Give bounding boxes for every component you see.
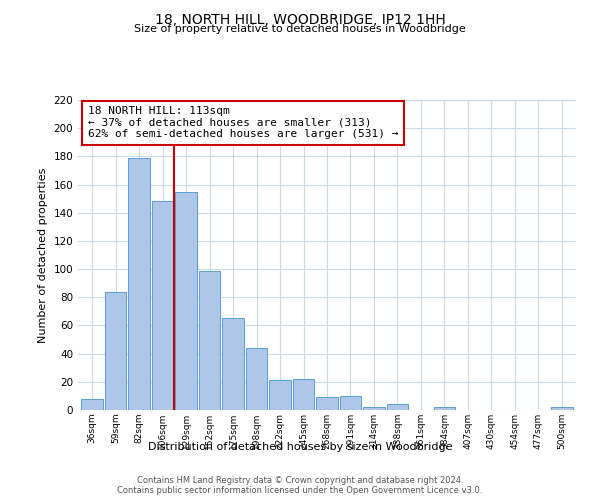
Text: Contains HM Land Registry data © Crown copyright and database right 2024.: Contains HM Land Registry data © Crown c… <box>137 476 463 485</box>
Bar <box>551 407 573 410</box>
Bar <box>105 292 127 410</box>
Bar <box>152 202 173 410</box>
Bar <box>81 398 103 410</box>
Text: Contains public sector information licensed under the Open Government Licence v3: Contains public sector information licen… <box>118 486 482 495</box>
Bar <box>363 407 385 410</box>
Bar <box>175 192 197 410</box>
Bar <box>199 270 220 410</box>
Y-axis label: Number of detached properties: Number of detached properties <box>38 168 48 342</box>
Bar <box>293 379 314 410</box>
Bar <box>316 398 338 410</box>
Bar <box>340 396 361 410</box>
Bar <box>222 318 244 410</box>
Bar <box>269 380 291 410</box>
Text: 18 NORTH HILL: 113sqm
← 37% of detached houses are smaller (313)
62% of semi-det: 18 NORTH HILL: 113sqm ← 37% of detached … <box>88 106 398 140</box>
Bar <box>434 407 455 410</box>
Text: Distribution of detached houses by size in Woodbridge: Distribution of detached houses by size … <box>148 442 452 452</box>
Bar <box>386 404 408 410</box>
Text: 18, NORTH HILL, WOODBRIDGE, IP12 1HH: 18, NORTH HILL, WOODBRIDGE, IP12 1HH <box>155 12 445 26</box>
Text: Size of property relative to detached houses in Woodbridge: Size of property relative to detached ho… <box>134 24 466 34</box>
Bar <box>246 348 268 410</box>
Bar <box>128 158 150 410</box>
